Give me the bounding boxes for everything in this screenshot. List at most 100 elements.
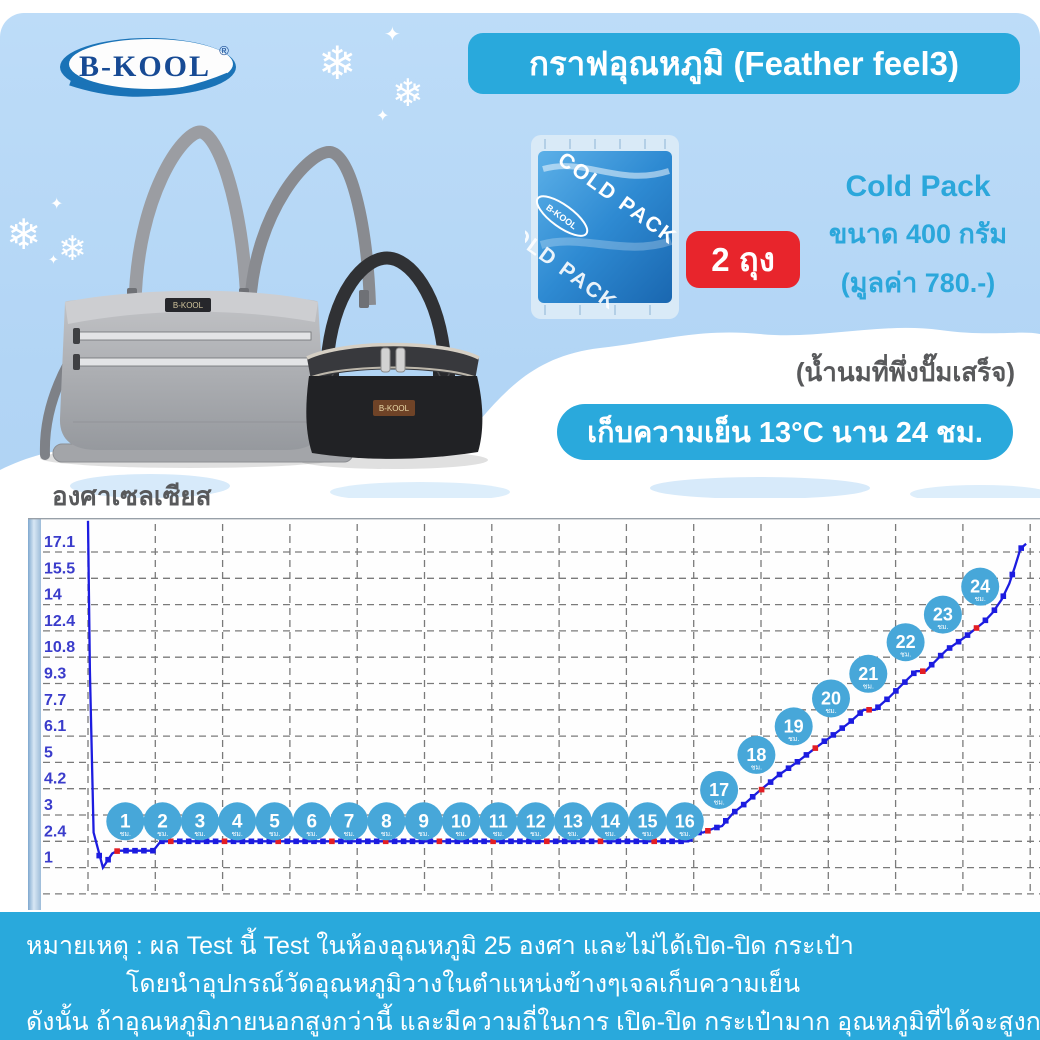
svg-text:22: 22 xyxy=(896,632,916,652)
bag-handle xyxy=(244,146,376,306)
svg-text:ชม.: ชม. xyxy=(642,831,653,838)
logo-swoosh xyxy=(69,72,229,97)
svg-text:5: 5 xyxy=(269,811,280,832)
svg-text:ชม.: ชม. xyxy=(975,596,986,603)
svg-text:4.2: 4.2 xyxy=(44,771,66,788)
cold-pack-value: (มูลค่า 780.-) xyxy=(840,268,996,298)
header-title-badge: กราฟอุณหภูมิ (Feather feel3) xyxy=(468,33,1020,94)
svg-text:4: 4 xyxy=(232,811,243,832)
svg-text:ชม.: ชม. xyxy=(120,831,131,838)
footnote-line: หมายเหตุ : ผล Test นี้ Test ในห้องอุณหภู… xyxy=(26,932,854,960)
logo-text: B-KOOL xyxy=(79,50,211,83)
temperature-chart-svg: 17.115.51412.410.89.37.76.154.232.411ชม.… xyxy=(28,517,1040,910)
cold-pack-size: ขนาด 400 กรัม xyxy=(828,219,1008,249)
quantity-badge: 2 ถุง xyxy=(686,231,800,288)
window-edge-bar xyxy=(28,518,41,910)
svg-text:ชม.: ชม. xyxy=(418,831,429,838)
hour-bubble: 4ชม. xyxy=(218,802,257,841)
cold-pack-image: COLD PACK B-KOOL COLD PACK xyxy=(525,135,681,319)
svg-text:17.1: 17.1 xyxy=(44,534,75,551)
svg-text:ชม.: ชม. xyxy=(788,736,799,743)
svg-text:2: 2 xyxy=(157,811,168,832)
svg-text:ชม.: ชม. xyxy=(900,652,911,659)
sparkle-icon: ✦ xyxy=(376,106,390,125)
svg-text:14: 14 xyxy=(44,587,62,604)
brand-patch-text: B-KOOL xyxy=(173,301,204,310)
brand-patch xyxy=(165,298,211,312)
sparkle-icon: ✦ xyxy=(48,253,59,268)
svg-text:ชม.: ชม. xyxy=(937,624,948,631)
cold-pack-name: Cold Pack xyxy=(845,170,991,203)
hour-bubble: 9ชม. xyxy=(404,802,443,841)
sparkle-icon: ✦ xyxy=(50,194,64,213)
cold-pack-info: Cold Pack ขนาด 400 กรัม (มูลค่า 780.-) xyxy=(808,170,1028,304)
page-title: กราฟอุณหภูมิ (Feather feel3) xyxy=(528,45,960,82)
hour-bubble: 7ชม. xyxy=(330,802,369,841)
gray-bag-body xyxy=(59,296,326,450)
cold-claim-badge: เก็บความเย็น 13°C นาน 24 ชม. xyxy=(557,404,1013,460)
y-axis-tick-labels: 17.1 15.5 14 12.4 10.8 9.3 7.7 6.1 5 4.2 3 2.4 1 xyxy=(44,534,75,867)
hour-bubble: 5ชม. xyxy=(255,802,294,841)
svg-text:3: 3 xyxy=(195,811,206,832)
hour-bubble: 1ชม. xyxy=(106,802,145,841)
svg-text:1: 1 xyxy=(120,811,131,832)
svg-text:ชม.: ชม. xyxy=(269,831,280,838)
svg-text:19: 19 xyxy=(784,716,804,736)
svg-text:ชม.: ชม. xyxy=(493,831,504,838)
zipper xyxy=(74,357,312,367)
svg-text:7: 7 xyxy=(344,811,355,832)
svg-text:6.1: 6.1 xyxy=(44,718,66,735)
svg-text:16: 16 xyxy=(675,811,695,831)
svg-text:ชม.: ชม. xyxy=(381,831,392,838)
svg-text:ชม.: ชม. xyxy=(194,831,205,838)
cooler-handle xyxy=(320,251,452,363)
svg-text:10.8: 10.8 xyxy=(44,639,75,656)
snowflake-icon: ❄ xyxy=(392,71,424,115)
data-point-markers xyxy=(96,545,1024,863)
hour-bubble: 6ชม. xyxy=(292,802,331,841)
quantity-badge-label: 2 ถุง xyxy=(711,241,775,278)
snowflake-icon: ❄ xyxy=(58,229,87,269)
cooler-brand-patch xyxy=(373,400,415,416)
svg-text:ชม.: ชม. xyxy=(825,708,836,715)
cooler-body xyxy=(306,376,483,459)
svg-text:ชม.: ชม. xyxy=(306,831,317,838)
sparkle-icon: ✦ xyxy=(384,22,401,46)
svg-text:ชม.: ชม. xyxy=(605,831,616,838)
hour-bubble: 8ชม. xyxy=(367,802,406,841)
footnote-line: โดยนำอุปกรณ์วัดอุณหภูมิวางในตำแหน่งข้างๆ… xyxy=(126,970,801,998)
svg-text:17: 17 xyxy=(709,780,729,800)
bag-handle xyxy=(128,125,254,306)
svg-text:1: 1 xyxy=(44,850,53,867)
cold-claim-text: เก็บความเย็น 13°C นาน 24 ชม. xyxy=(587,417,983,449)
svg-text:12.4: 12.4 xyxy=(44,613,75,630)
svg-text:8: 8 xyxy=(381,811,392,832)
svg-text:15: 15 xyxy=(637,811,657,831)
svg-text:15.5: 15.5 xyxy=(44,560,75,577)
svg-text:ชม.: ชม. xyxy=(232,831,243,838)
zipper-pull xyxy=(380,347,391,373)
milk-note: (น้ำนมที่พึ่งปั๊มเสร็จ) xyxy=(795,357,1015,387)
svg-text:ชม.: ชม. xyxy=(343,831,354,838)
zipper xyxy=(74,331,312,341)
svg-text:2.4: 2.4 xyxy=(44,823,66,840)
svg-text:12: 12 xyxy=(526,811,546,831)
svg-text:ชม.: ชม. xyxy=(530,831,541,838)
svg-text:24: 24 xyxy=(970,577,990,597)
temperature-chart: 17.1 15.5 14 12.4 10.8 9.3 7.7 6.1 5 4.2 3 2.4 1 1 ชม.… xyxy=(28,517,1040,910)
svg-text:9: 9 xyxy=(418,811,429,832)
svg-text:10: 10 xyxy=(451,811,471,831)
